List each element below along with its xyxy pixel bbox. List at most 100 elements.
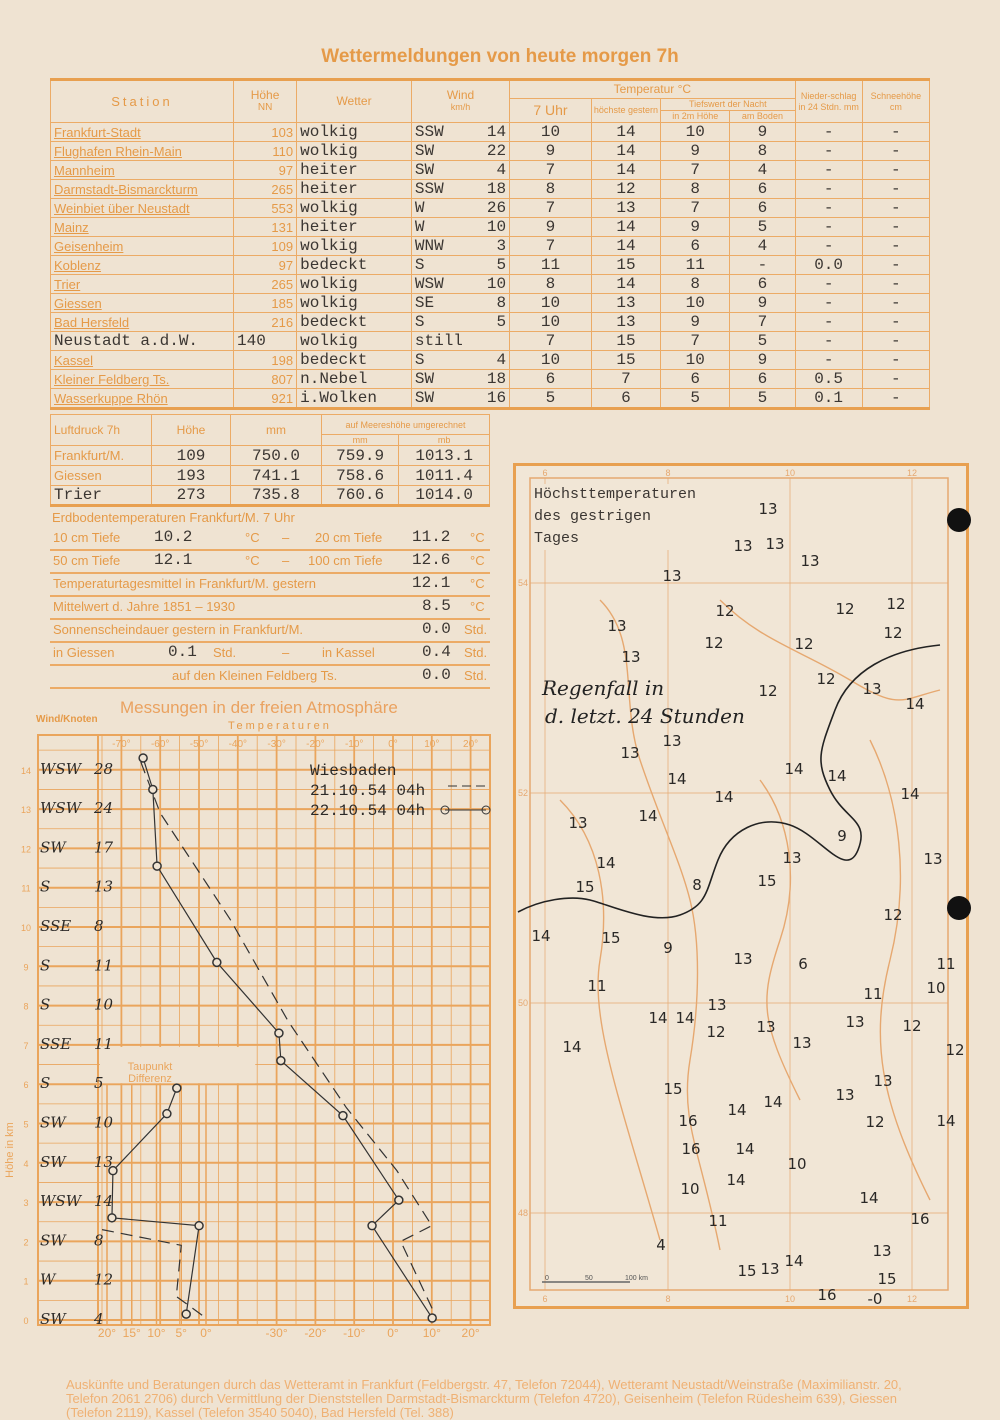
- dewpoint-curve-21: [101, 1229, 207, 1319]
- map-temperature-label: 13: [835, 1086, 854, 1104]
- height-tick-label: 2: [23, 1237, 28, 1247]
- table-row: Wasserkuppe Rhön 921 i.Wolken SW 16 5 6 5 5 0.1-: [49, 388, 931, 409]
- map-title: Höchsttemperaturen des gestrigen Tages: [534, 484, 704, 550]
- map-temperature-label: 15: [575, 878, 594, 896]
- unit: °C: [470, 530, 485, 545]
- map-temperature-label: 14: [531, 927, 550, 945]
- map-temperature-label: 10: [926, 979, 945, 997]
- hoehe-cell: 921: [233, 388, 298, 409]
- table-row: Trier 265 wolkig WSW 10 8 14 8 6- -: [49, 274, 931, 294]
- dewpoint-curve-22-point: [194, 1220, 204, 1231]
- bottom-temp-tick-label: -20°: [304, 1326, 326, 1340]
- longterm-label: Mittelwert d. Jahre 1851 – 1930: [53, 599, 236, 614]
- map-temperature-label: 12: [704, 634, 723, 652]
- bottom-temp-tick-label: 10°: [423, 1326, 441, 1340]
- map-temperature-label: 16: [678, 1112, 697, 1130]
- map-temperature-label: 14: [735, 1140, 754, 1158]
- wind-direction: WSW: [40, 1192, 83, 1210]
- soil-row-2: 50 cm Tiefe 12.1 °C – 100 cm Tiefe 12.6 …: [50, 551, 490, 574]
- map-temperature-label: -0: [868, 1290, 883, 1308]
- soil-title: Erdbodentemperaturen Frankfurt/M. 7 Uhr: [52, 510, 295, 525]
- wind-dir: still: [414, 332, 463, 350]
- wind-direction: SSE: [40, 1035, 71, 1053]
- col-schnee: Schneehöhe cm: [861, 79, 931, 123]
- bottom-temp-tick-label: -30°: [266, 1326, 288, 1340]
- wind-label: Wind: [446, 88, 475, 102]
- temperature-curve-22-point: [138, 753, 148, 763]
- wind-speed: 12: [94, 1271, 113, 1289]
- t50-label: 50 cm Tiefe: [53, 553, 121, 568]
- dewpoint-curve-22-point: [181, 1309, 191, 1319]
- binder-hole: [947, 896, 971, 920]
- table-row: Weinbiet über Neustadt 553 wolkig W 26 7 13 7 6-…: [49, 198, 931, 218]
- height-tick-label: 9: [23, 962, 28, 972]
- map-temperature-label: 6: [798, 955, 808, 973]
- mean-row: Temperaturtagesmittel in Frankfurt/M. ge…: [50, 574, 490, 597]
- station-cell: Frankfurt-Stadt: [49, 122, 235, 142]
- scale-label: 0: [545, 1275, 549, 1282]
- t10-label: 10 cm Tiefe: [53, 530, 121, 545]
- river: [759, 779, 801, 1101]
- map-temperature-label: 13: [607, 617, 626, 635]
- dash: –: [282, 645, 290, 660]
- map-temperature-label: 13: [862, 680, 881, 698]
- map-temperature-label: 9: [837, 827, 847, 845]
- temp-tick-label: -20°: [306, 739, 324, 750]
- map-temperature-label: 14: [905, 695, 924, 713]
- map-temperature-label: 13: [782, 849, 801, 867]
- map-temperature-label: 12: [706, 1023, 725, 1041]
- height-tick-label: 10: [21, 923, 31, 933]
- wind-speed: 26: [486, 199, 507, 217]
- map-temperature-label: 12: [883, 624, 902, 642]
- dew-tick-label: 20°: [98, 1326, 116, 1340]
- giessen-label: in Giessen: [53, 645, 115, 660]
- map-temperature-label: 12: [715, 602, 734, 620]
- river: [599, 599, 721, 1251]
- wind-dir: SE: [414, 294, 435, 312]
- temperature-curve-22-point: [394, 1195, 404, 1205]
- wind-direction: S: [40, 1074, 50, 1092]
- col-temperatur: Temperatur °C: [509, 79, 796, 99]
- map-temperature-label: 13: [756, 1018, 775, 1036]
- aero-title: Messungen in der freien Atmosphäre: [120, 698, 398, 717]
- pressure-sea_mm-cell: 759.9: [320, 445, 400, 466]
- wind-direction: WSW: [40, 760, 83, 778]
- station-cell: Flughafen Rhein-Main: [49, 141, 235, 161]
- mean-value: 12.1: [412, 574, 451, 592]
- wind-direction: W: [40, 1271, 57, 1289]
- map-temperature-label: 13: [923, 850, 942, 868]
- t10-value: 10.2: [154, 528, 193, 546]
- wind-speed: 5: [496, 256, 507, 274]
- lat-tick-label: 54: [518, 578, 528, 588]
- height-tick-label: 7: [23, 1041, 28, 1051]
- wind-speed: 13: [94, 878, 113, 896]
- hoehe-cell: 198: [233, 350, 298, 370]
- rain-boundary-line: [517, 644, 941, 919]
- bottom-temp-tick-label: 20°: [462, 1326, 480, 1340]
- map-temperature-label: 13: [845, 1013, 864, 1031]
- hoehe-cell: 265: [233, 179, 298, 199]
- map-temperature-label: 13: [792, 1034, 811, 1052]
- pressure-sea_mb-cell: 1014.0: [398, 485, 490, 506]
- wind-speed: 3: [496, 237, 507, 255]
- map-temperature-label: 12: [902, 1017, 921, 1035]
- map-temperature-label: 11: [863, 985, 882, 1003]
- dew-tick-label: 0°: [200, 1326, 212, 1340]
- table-row: Frankfurt-Stadt 103 wolkig SSW 14 10 14 10 9- -: [49, 122, 931, 142]
- unit: Std.: [464, 645, 488, 660]
- lat-tick-label: 52: [518, 788, 528, 798]
- temp-tick-label: 10°: [424, 739, 439, 750]
- wind-dir: SSW: [414, 180, 444, 198]
- map-temperature-label: 14: [638, 807, 657, 825]
- wind-dir-cell: SSW 18: [410, 179, 511, 199]
- temperature-curve-22-point: [338, 1110, 348, 1121]
- wetter-cell: n.Nebel: [296, 369, 412, 389]
- wind-speed: 10: [94, 996, 114, 1014]
- height-tick-label: 14: [21, 766, 31, 776]
- map-temperature-label: 13: [733, 950, 752, 968]
- wetter-cell: wolkig: [296, 198, 412, 218]
- height-tick-label: 12: [21, 844, 31, 854]
- max-cell: 13: [590, 198, 662, 218]
- col-niederschlag: Nieder-schlag in 24 Stdn. mm: [794, 79, 863, 123]
